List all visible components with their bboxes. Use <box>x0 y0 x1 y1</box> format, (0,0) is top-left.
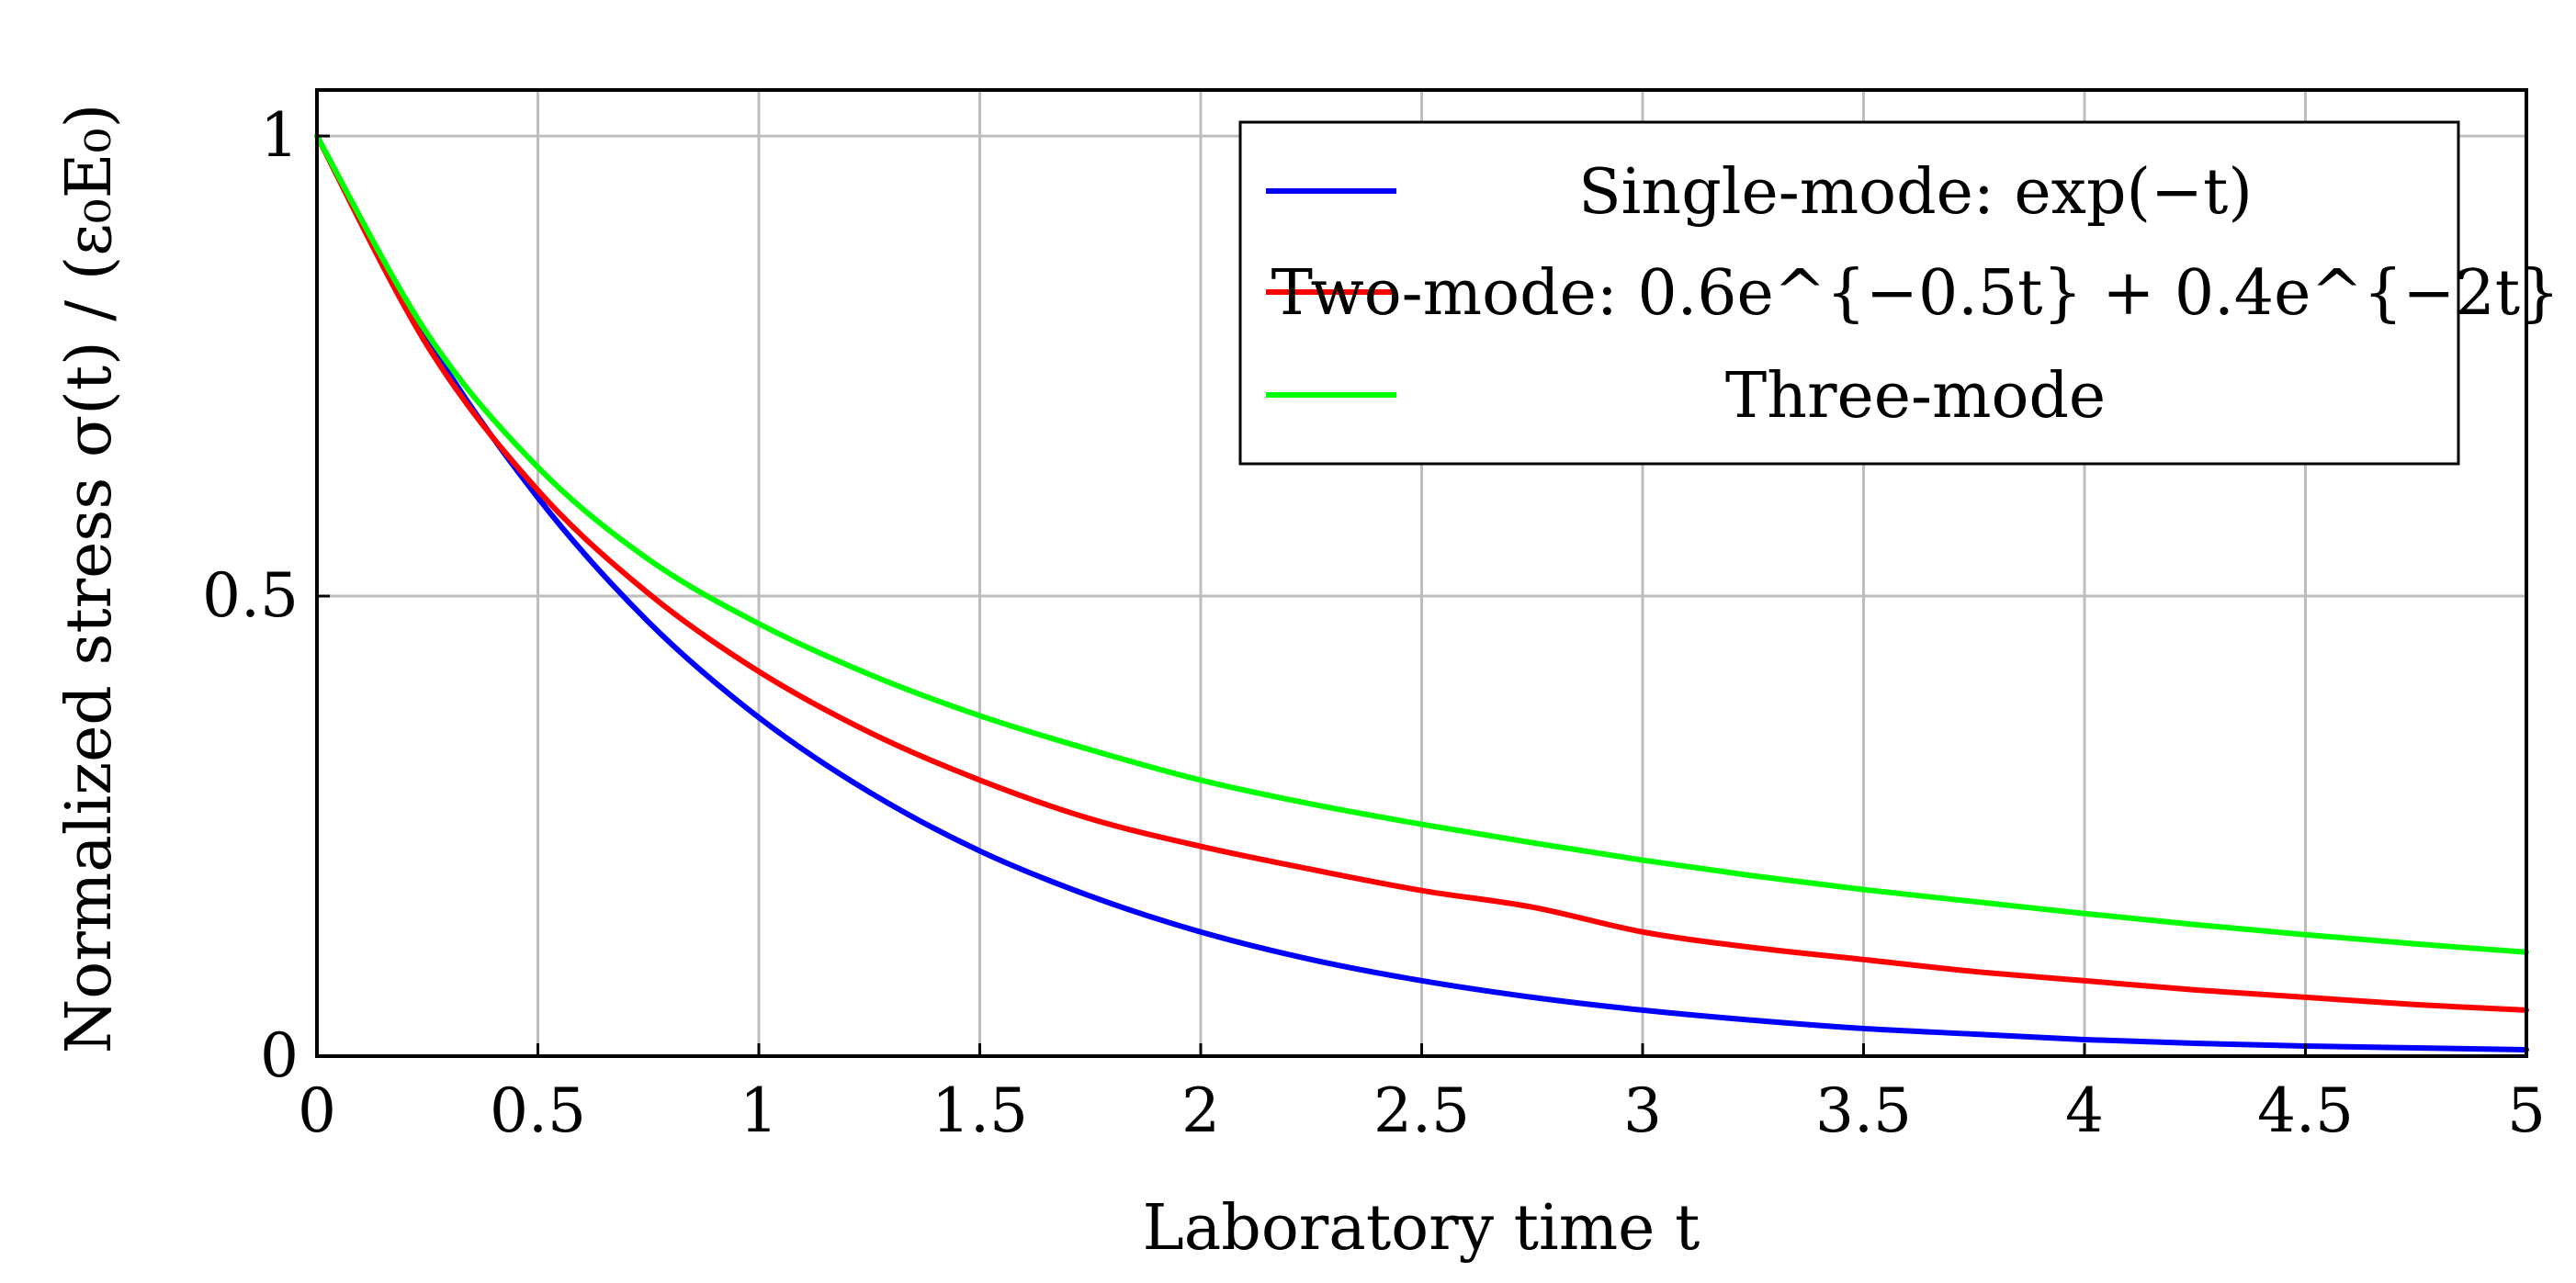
x-tick-label: 4 <box>2065 1075 2104 1146</box>
x-tick-label: 5 <box>2507 1075 2546 1146</box>
x-tick-label: 3 <box>1623 1075 1662 1146</box>
x-tick-label: 1.5 <box>932 1075 1028 1146</box>
legend: Single-mode: exp(−t) Two-mode: 0.6e^{−0.5… <box>1238 120 2559 466</box>
series-line-1 <box>314 133 2529 1052</box>
x-tick-label: 0 <box>298 1075 336 1146</box>
legend-entry: Two-mode: 0.6e^{−0.5t} + 0.4e^{−2t} <box>1266 257 2559 330</box>
x-tick-label: 0.5 <box>490 1075 586 1146</box>
legend-entry: Three-mode <box>1266 360 2106 433</box>
y-axis-label: Normalized stress σ(t) / (ε₀E₀) <box>53 104 126 1053</box>
y-tick-label: 0.5 <box>202 560 299 631</box>
legend-label: Three-mode <box>1725 360 2106 433</box>
y-tick-label: 1 <box>260 100 299 171</box>
y-axis-ticks: 00.51 <box>202 100 330 1091</box>
legend-label: Two-mode: 0.6e^{−0.5t} + 0.4e^{−2t} <box>1271 257 2560 330</box>
y-tick-label: 0 <box>260 1020 299 1091</box>
series-layer <box>314 133 2529 1052</box>
legend-entry: Single-mode: exp(−t) <box>1266 156 2253 229</box>
x-tick-label: 3.5 <box>1815 1075 1912 1146</box>
x-tick-label: 4.5 <box>2257 1075 2354 1146</box>
x-tick-label: 2.5 <box>1373 1075 1470 1146</box>
x-axis-ticks: 0 0.5 1 1.5 2 2.5 3 3.5 4 4.5 5 <box>298 1043 2546 1146</box>
x-tick-label: 1 <box>740 1075 778 1146</box>
x-axis-label: Laboratory time t <box>1143 1192 1700 1265</box>
series-line-2 <box>314 133 2529 1013</box>
legend-label: Single-mode: exp(−t) <box>1578 156 2253 229</box>
legend-box <box>1238 120 2460 466</box>
x-tick-label: 2 <box>1181 1075 1220 1146</box>
series-line-3 <box>314 133 2529 955</box>
